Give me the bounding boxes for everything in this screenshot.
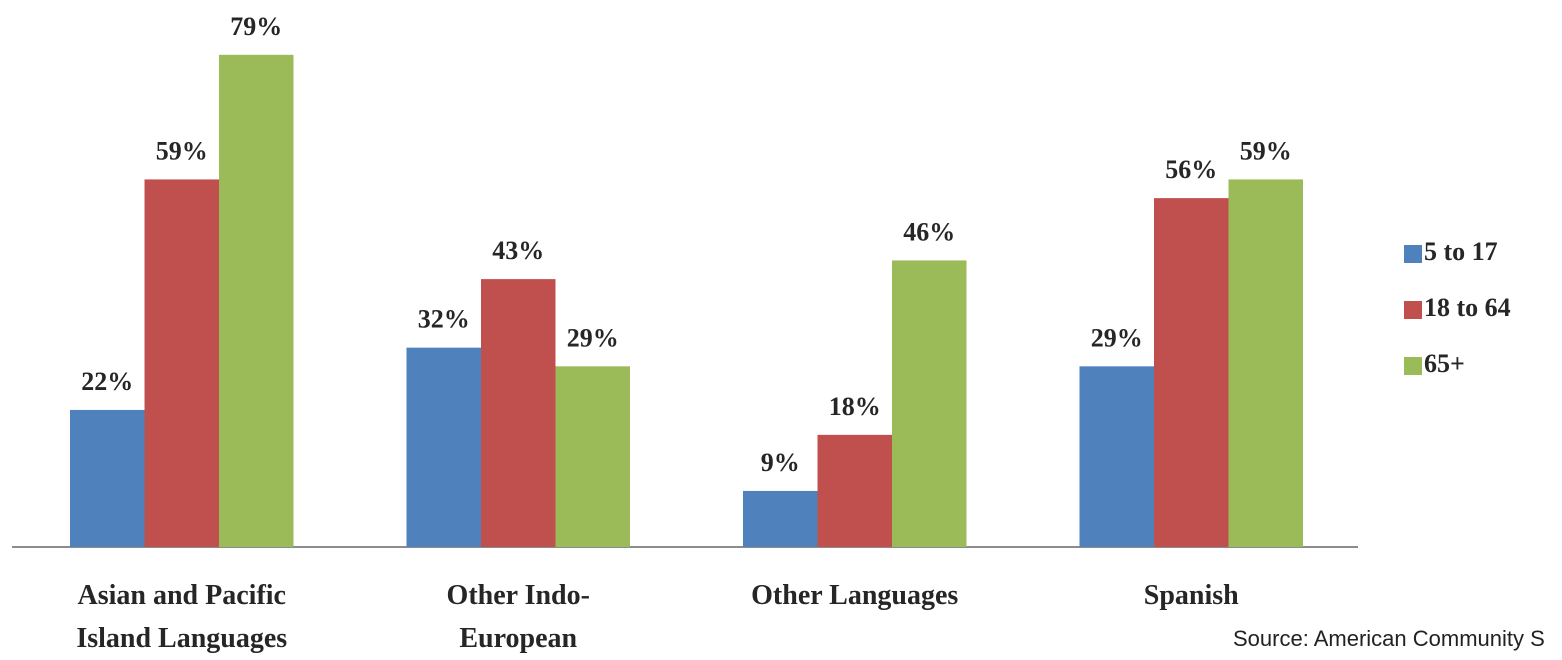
category-label: Other Indo-European [446, 580, 590, 654]
bar [144, 179, 219, 547]
value-label: 22% [81, 367, 133, 396]
bar [1228, 179, 1303, 547]
bar [1079, 366, 1154, 547]
value-label: 29% [567, 323, 619, 352]
bar [817, 434, 892, 547]
legend-swatch [1404, 301, 1422, 319]
category-label: Asian and Pacific Island Languages [76, 580, 288, 654]
category-label: Spanish [1143, 580, 1239, 611]
value-label: 46% [903, 217, 955, 246]
source: Source: American Community S [1233, 626, 1545, 651]
value-label: 29% [1091, 323, 1143, 352]
legend-label: 65+ [1424, 349, 1465, 378]
bar [481, 279, 556, 547]
value-label: 59% [156, 136, 208, 165]
value-label: 43% [492, 236, 544, 265]
value-label: 32% [418, 305, 470, 334]
value-label: 59% [1240, 136, 1292, 165]
legend-label: 18 to 64 [1424, 293, 1511, 322]
value-label: 56% [1165, 155, 1217, 184]
bar [70, 409, 145, 547]
category-label: Other Languages [751, 580, 959, 611]
bar [555, 366, 630, 547]
bar [219, 54, 294, 548]
bar [406, 347, 481, 547]
bar [1154, 198, 1229, 547]
value-label: 18% [829, 392, 881, 421]
legend-swatch [1404, 245, 1422, 263]
value-label: 9% [761, 448, 800, 477]
bar [743, 490, 818, 547]
legend-swatch [1404, 357, 1422, 375]
bar [892, 260, 967, 547]
value-label: 79% [230, 12, 282, 41]
legend-label: 5 to 17 [1424, 237, 1498, 266]
